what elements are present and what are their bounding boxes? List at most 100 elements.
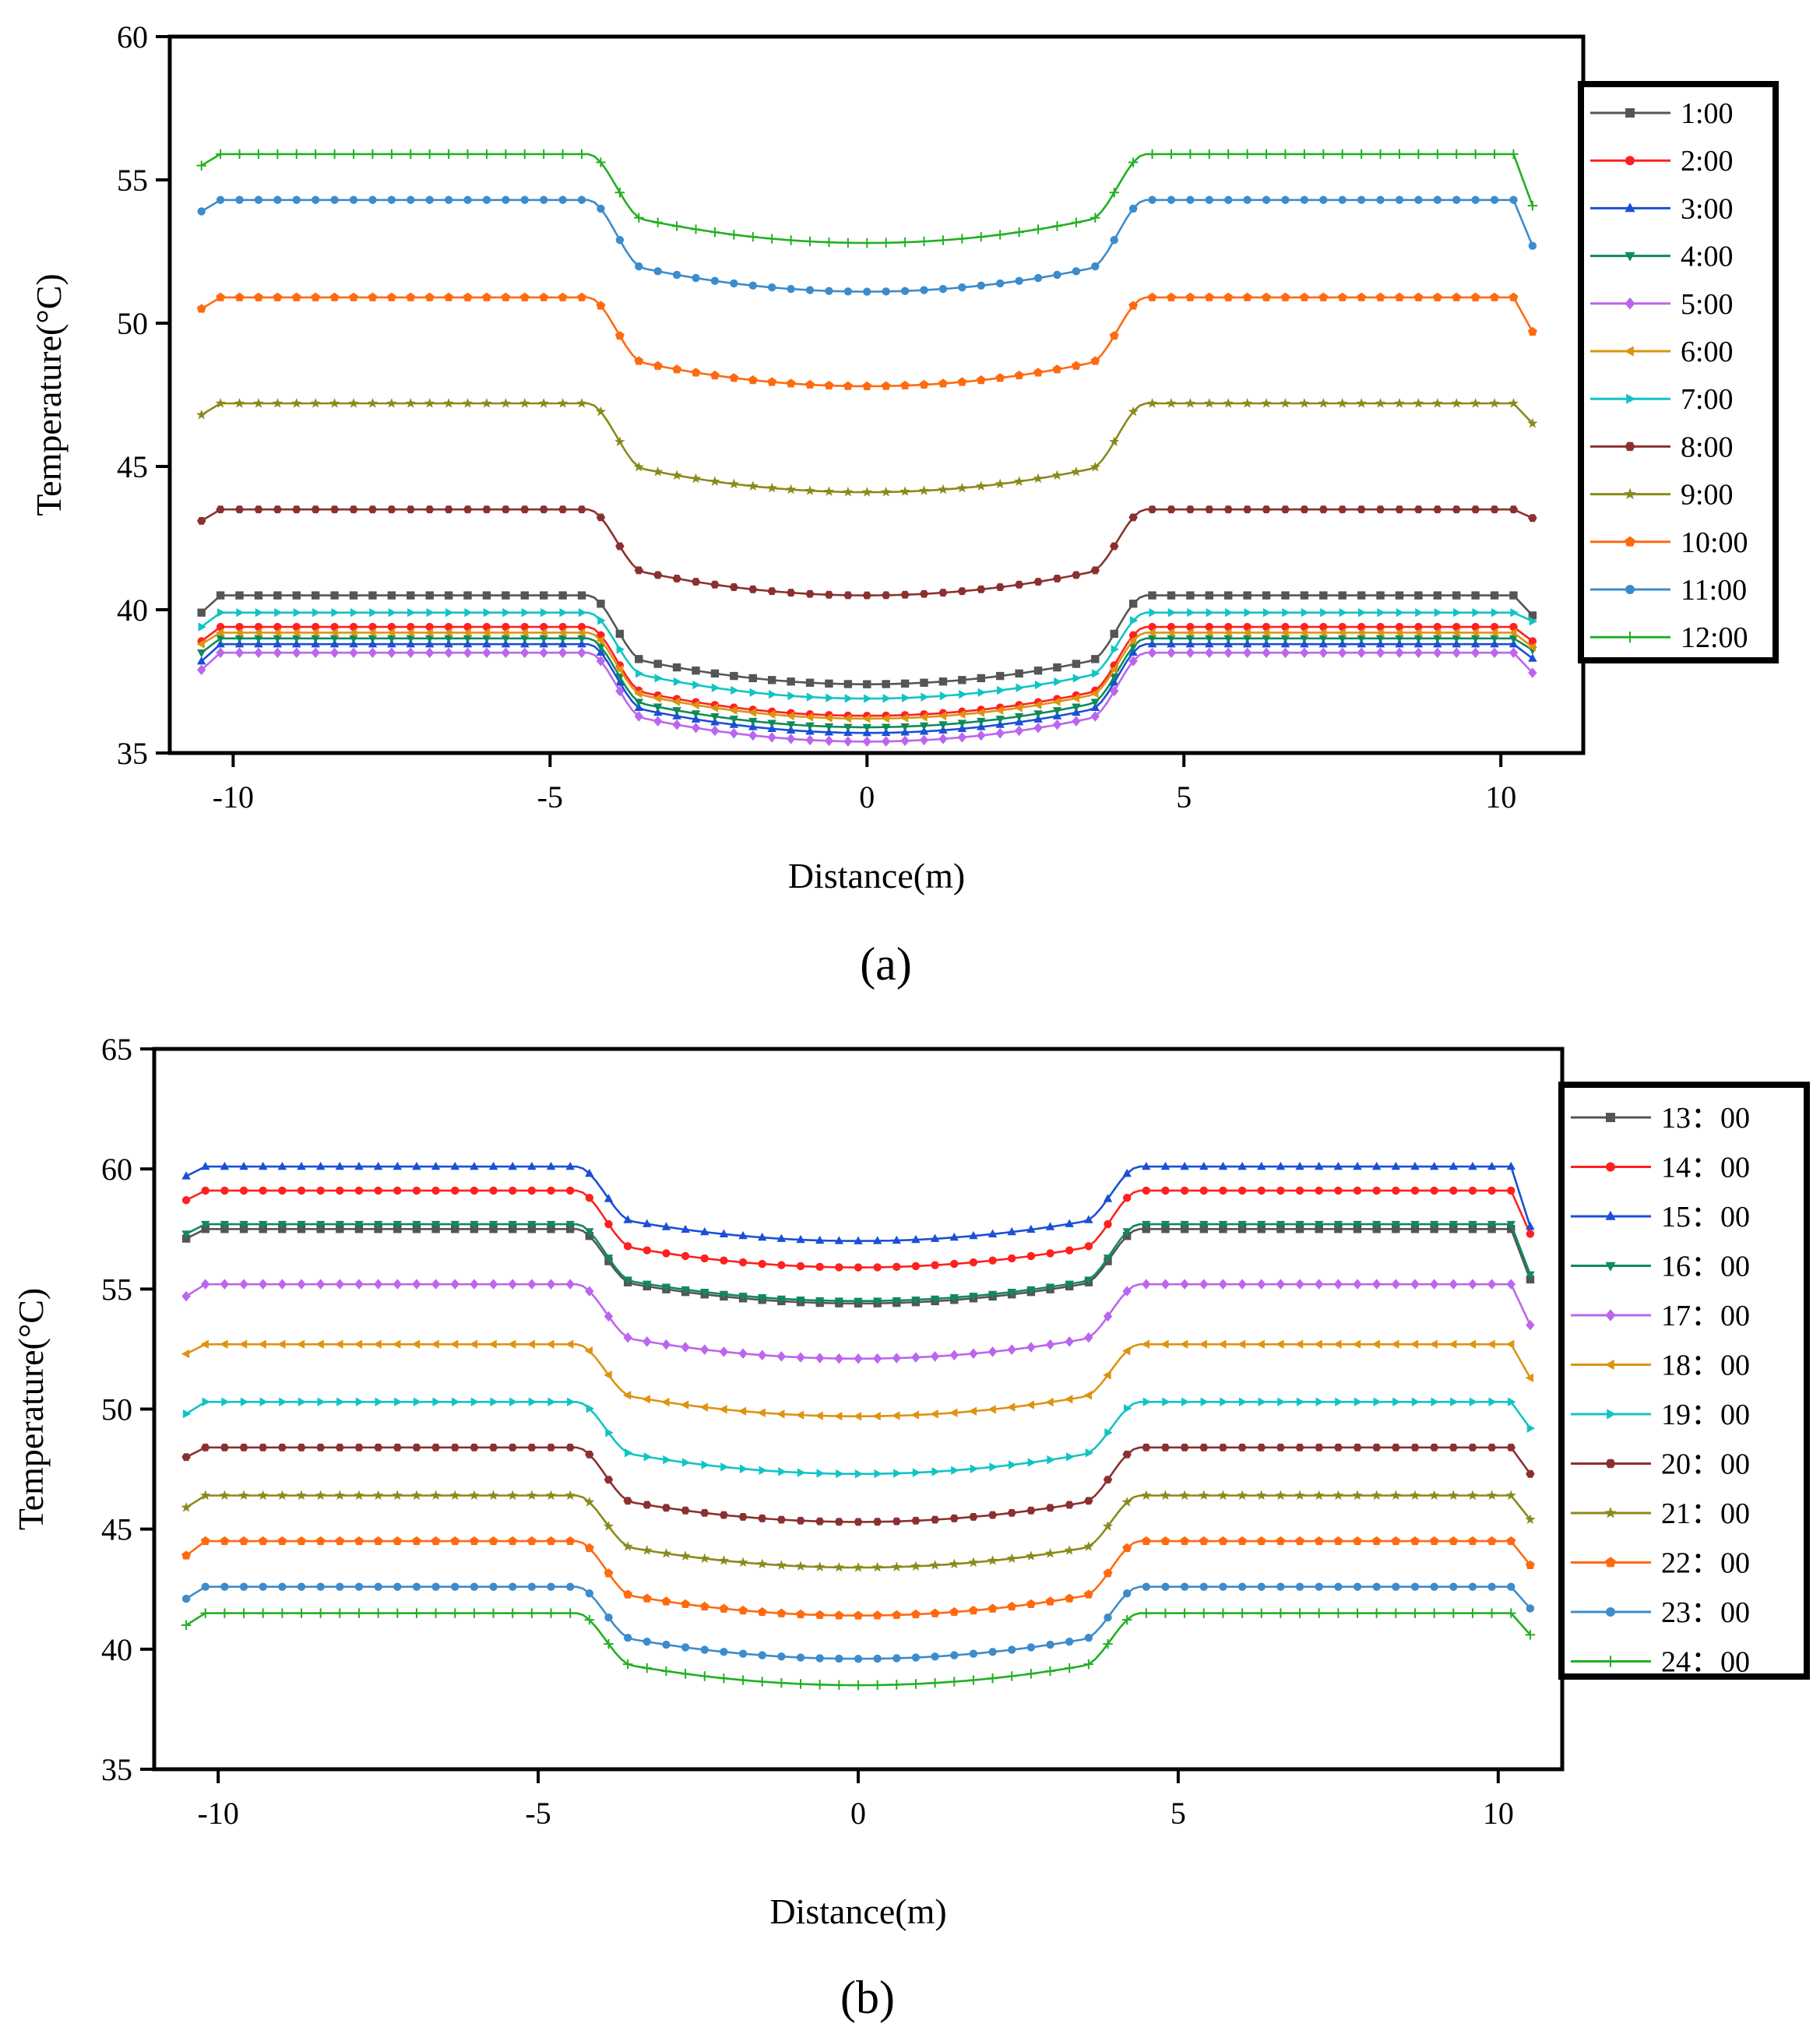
data-point (968, 1406, 977, 1416)
data-point (988, 1256, 997, 1265)
series-4 (181, 1279, 1535, 1364)
series-line (185, 1283, 1532, 1360)
data-point (273, 195, 282, 204)
data-point (349, 505, 358, 514)
data-point (1392, 1397, 1401, 1406)
data-point (539, 635, 548, 644)
data-point (1045, 1504, 1055, 1512)
data-point (795, 1561, 806, 1571)
data-point (1033, 700, 1042, 710)
data-point (1356, 628, 1365, 638)
data-point (297, 1443, 306, 1452)
data-point (1471, 195, 1480, 204)
data-point (1071, 466, 1082, 477)
data-point (1276, 1339, 1284, 1349)
data-point (1428, 1490, 1440, 1501)
data-point (1490, 195, 1499, 204)
data-point (1375, 149, 1385, 160)
legend-marker (1605, 1309, 1616, 1321)
data-point (1371, 1220, 1382, 1230)
series-line (185, 1401, 1531, 1476)
x-tick-label: -10 (198, 1796, 239, 1831)
data-point (1147, 628, 1156, 638)
series-11 (181, 1608, 1536, 1691)
data-point (1295, 1161, 1304, 1170)
data-point (1337, 292, 1347, 301)
series-2 (196, 639, 1537, 737)
data-point (680, 1400, 689, 1409)
data-point (1016, 683, 1024, 692)
data-point (1128, 301, 1139, 310)
data-point (1033, 714, 1043, 723)
data-point (1337, 628, 1346, 638)
data-point (291, 292, 301, 301)
data-point (623, 1497, 632, 1505)
data-point (1223, 505, 1233, 514)
data-point (949, 1294, 959, 1303)
data-point (258, 1443, 268, 1452)
data-point (661, 1222, 671, 1230)
data-point (1357, 292, 1367, 301)
data-point (182, 1409, 192, 1419)
data-point (519, 149, 530, 160)
series-6 (182, 1397, 1536, 1479)
data-point (181, 1171, 191, 1180)
data-point (796, 1352, 805, 1363)
data-point (1526, 1319, 1535, 1331)
data-point (1526, 1230, 1535, 1238)
data-point (729, 230, 739, 240)
data-point (1468, 1443, 1477, 1452)
data-point (642, 1593, 652, 1603)
data-point (1033, 578, 1043, 586)
data-point (787, 677, 795, 686)
data-point (959, 689, 967, 699)
legend-item: 1:00 (1590, 97, 1734, 130)
data-point (1357, 639, 1366, 648)
data-point (949, 1514, 959, 1522)
data-point (387, 647, 396, 658)
data-point (1470, 635, 1480, 644)
data-point (540, 607, 549, 618)
data-point (1395, 292, 1404, 301)
data-point (786, 734, 796, 744)
data-point (1122, 1286, 1132, 1297)
data-point (197, 207, 206, 216)
data-point (976, 231, 987, 242)
data-point (1180, 1186, 1189, 1195)
data-point (597, 204, 605, 213)
data-point (1084, 1215, 1093, 1223)
data-point (1122, 1194, 1132, 1202)
data-point (1394, 628, 1403, 638)
data-point (315, 1608, 326, 1618)
data-point (1505, 1490, 1516, 1501)
data-point (412, 1186, 421, 1195)
data-point (393, 1339, 401, 1349)
data-point (463, 628, 471, 638)
data-point (1470, 398, 1481, 408)
data-point (393, 1536, 403, 1546)
data-point (938, 711, 947, 721)
data-point (220, 1536, 230, 1546)
data-point (431, 1443, 441, 1452)
data-point (843, 723, 853, 732)
data-point (1337, 505, 1347, 514)
data-point (387, 505, 396, 514)
data-point (892, 1517, 902, 1525)
data-point (393, 1186, 402, 1195)
data-point (1356, 398, 1367, 408)
data-point (1219, 1186, 1227, 1195)
data-point (834, 1411, 843, 1421)
data-point (977, 585, 986, 593)
data-point (1391, 1339, 1399, 1349)
data-point (1410, 1339, 1419, 1349)
data-point (767, 587, 776, 596)
data-point (968, 1675, 979, 1685)
data-point (1109, 664, 1118, 674)
legend-marker (1607, 1409, 1617, 1420)
data-point (1090, 688, 1099, 699)
data-point (1432, 398, 1443, 408)
data-point (1508, 149, 1519, 160)
data-point (221, 1397, 230, 1406)
data-point (1111, 645, 1119, 654)
data-point (1072, 707, 1081, 716)
